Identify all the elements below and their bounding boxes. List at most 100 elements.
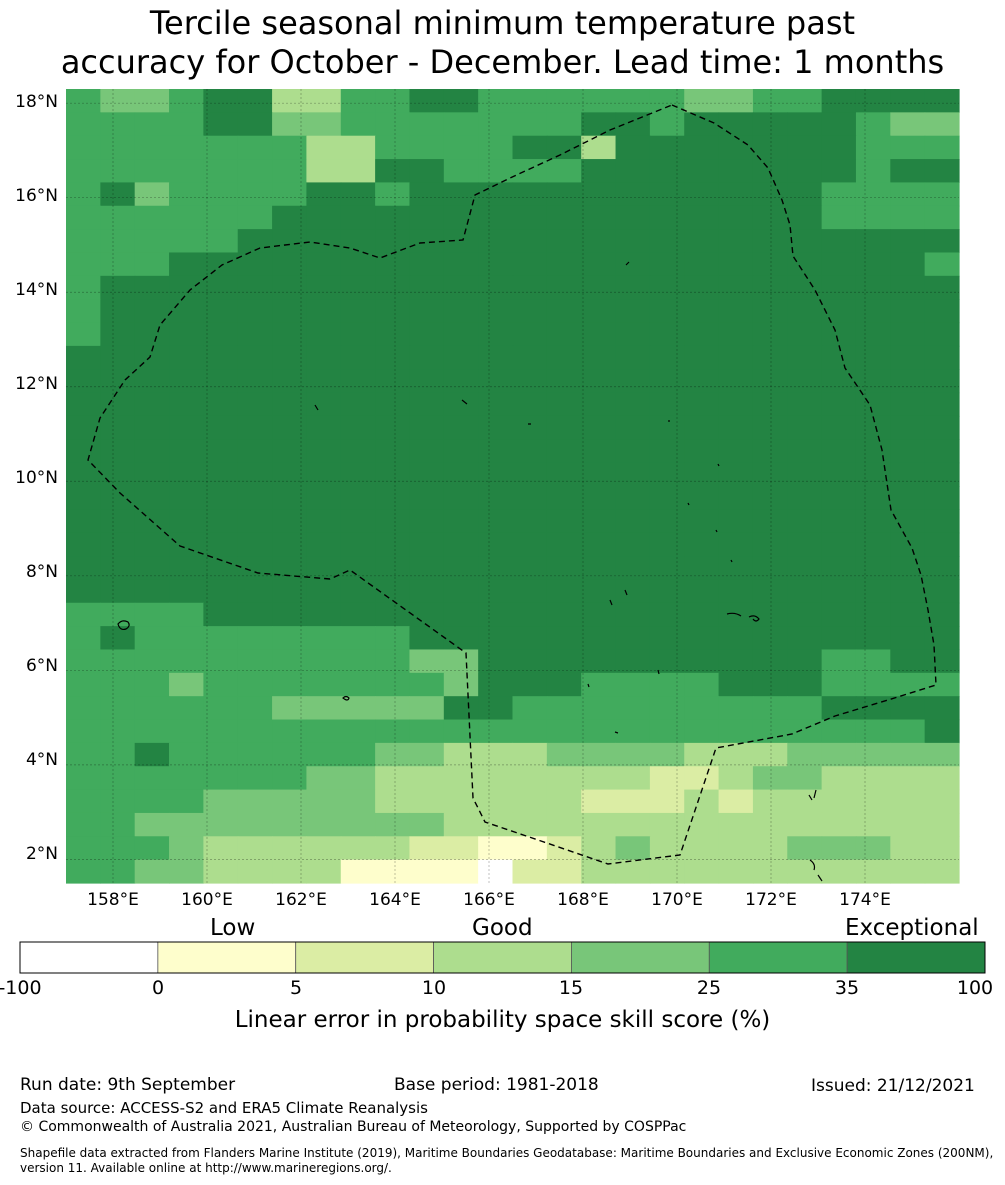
- grid-cell: [649, 649, 685, 674]
- grid-cell: [443, 182, 479, 207]
- grid-cell: [787, 415, 823, 440]
- grid-cell: [581, 159, 617, 184]
- grid-cell: [409, 486, 445, 510]
- colorbar-tick: 5: [289, 977, 303, 999]
- grid-cell: [237, 112, 273, 137]
- grid-cell: [169, 322, 204, 347]
- grid-cell: [169, 229, 204, 254]
- grid-cell: [752, 462, 788, 487]
- grid-cell: [66, 112, 101, 137]
- grid-cell: [409, 159, 445, 184]
- grid-cell: [546, 462, 582, 487]
- grid-cell: [684, 532, 720, 557]
- grid-cell: [718, 345, 754, 370]
- grid-cell: [340, 742, 376, 767]
- grid-cell: [306, 275, 342, 300]
- grid-cell: [66, 696, 101, 721]
- grid-cell: [443, 439, 479, 464]
- grid-cell: [684, 415, 720, 440]
- grid-cell: [855, 135, 891, 160]
- grid-cell: [649, 486, 685, 510]
- grid-cell: [615, 696, 651, 721]
- grid-cell: [478, 766, 514, 791]
- grid-cell: [924, 135, 960, 160]
- grid-cell: [924, 836, 960, 861]
- grid-cell: [924, 229, 960, 254]
- grid-cell: [821, 509, 857, 534]
- grid-cell: [66, 439, 101, 464]
- grid-cell: [615, 89, 651, 113]
- grid-cell: [890, 509, 926, 534]
- grid-cell: [924, 556, 960, 581]
- lon-tick: 168°E: [557, 890, 609, 910]
- grid-cell: [272, 626, 308, 651]
- grid-cell: [134, 275, 170, 300]
- grid-cell: [100, 112, 136, 137]
- grid-cell: [66, 509, 101, 534]
- grid-cell: [203, 182, 239, 207]
- grid-cell: [478, 415, 514, 440]
- grid-cell: [306, 509, 342, 534]
- grid-cell: [272, 415, 308, 440]
- grid-cell: [615, 859, 651, 884]
- grid-cell: [581, 766, 617, 791]
- colorbar-tick: 35: [834, 977, 860, 999]
- grid-cell: [340, 462, 376, 487]
- grid-cell: [615, 626, 651, 651]
- grid-cell: [890, 579, 926, 604]
- grid-cell: [890, 532, 926, 557]
- grid-cell: [718, 205, 754, 230]
- grid-cell: [272, 322, 308, 347]
- grid-cell: [306, 486, 342, 510]
- grid-cell: [66, 626, 101, 651]
- grid-cell: [821, 369, 857, 394]
- grid-cell: [512, 836, 548, 861]
- grid-cell: [718, 369, 754, 394]
- grid-cell: [752, 322, 788, 347]
- grid-cell: [375, 509, 411, 534]
- grid-cell: [581, 345, 617, 370]
- grid-cell: [134, 836, 170, 861]
- grid-cell: [100, 392, 136, 417]
- lon-tick: 160°E: [181, 890, 233, 910]
- grid-cell: [787, 649, 823, 674]
- lon-tick: 166°E: [463, 890, 515, 910]
- grid-cell: [512, 112, 548, 137]
- grid-cell: [890, 159, 926, 184]
- grid-cell: [272, 252, 308, 277]
- grid-cell: [924, 205, 960, 230]
- grid-cell: [134, 532, 170, 557]
- grid-cell: [169, 742, 204, 767]
- grid-cell: [512, 532, 548, 557]
- grid-cell: [409, 135, 445, 160]
- grid-cell: [375, 275, 411, 300]
- grid-cell: [306, 299, 342, 324]
- grid-cell: [684, 275, 720, 300]
- lon-tick: 174°E: [839, 890, 891, 910]
- grid-cell: [306, 322, 342, 347]
- grid-cell: [203, 89, 239, 113]
- grid-cell: [752, 205, 788, 230]
- grid-cell: [718, 556, 754, 581]
- grid-cell: [100, 182, 136, 207]
- grid-cell: [821, 252, 857, 277]
- grid-cell: [684, 649, 720, 674]
- grid-cell: [546, 135, 582, 160]
- grid-cell: [340, 789, 376, 814]
- grid-cell: [615, 462, 651, 487]
- grid-cell: [855, 719, 891, 744]
- grid-cell: [237, 299, 273, 324]
- grid-cell: [478, 672, 514, 697]
- grid-cell: [649, 556, 685, 581]
- grid-cell: [340, 719, 376, 744]
- grid-cell: [375, 626, 411, 651]
- grid-cell: [615, 742, 651, 767]
- lat-tick: 2°N: [25, 844, 58, 864]
- grid-cell: [684, 579, 720, 604]
- grid-cell: [443, 672, 479, 697]
- grid-cell: [924, 789, 960, 814]
- grid-cell: [855, 275, 891, 300]
- grid-cell: [855, 789, 891, 814]
- grid-cell: [787, 369, 823, 394]
- grid-cell: [237, 159, 273, 184]
